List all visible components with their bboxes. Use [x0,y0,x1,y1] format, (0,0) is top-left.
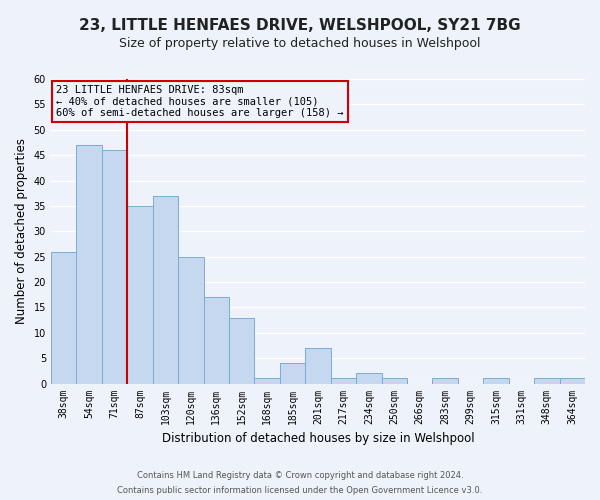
Bar [433,378,458,384]
Text: 23 LITTLE HENFAES DRIVE: 83sqm
← 40% of detached houses are smaller (105)
60% of: 23 LITTLE HENFAES DRIVE: 83sqm ← 40% of … [56,85,344,118]
Bar [331,378,356,384]
Y-axis label: Number of detached properties: Number of detached properties [15,138,28,324]
Bar [356,374,382,384]
Bar [102,150,127,384]
Bar [382,378,407,384]
Bar [280,364,305,384]
Bar [127,206,152,384]
Text: Size of property relative to detached houses in Welshpool: Size of property relative to detached ho… [119,38,481,51]
Bar [152,196,178,384]
Text: Contains public sector information licensed under the Open Government Licence v3: Contains public sector information licen… [118,486,482,495]
Text: Contains HM Land Registry data © Crown copyright and database right 2024.: Contains HM Land Registry data © Crown c… [137,471,463,480]
Bar [203,298,229,384]
Bar [483,378,509,384]
X-axis label: Distribution of detached houses by size in Welshpool: Distribution of detached houses by size … [161,432,474,445]
Bar [560,378,585,384]
Text: 23, LITTLE HENFAES DRIVE, WELSHPOOL, SY21 7BG: 23, LITTLE HENFAES DRIVE, WELSHPOOL, SY2… [79,18,521,32]
Bar [76,145,102,384]
Bar [254,378,280,384]
Bar [305,348,331,384]
Bar [534,378,560,384]
Bar [229,318,254,384]
Bar [178,256,203,384]
Bar [51,252,76,384]
